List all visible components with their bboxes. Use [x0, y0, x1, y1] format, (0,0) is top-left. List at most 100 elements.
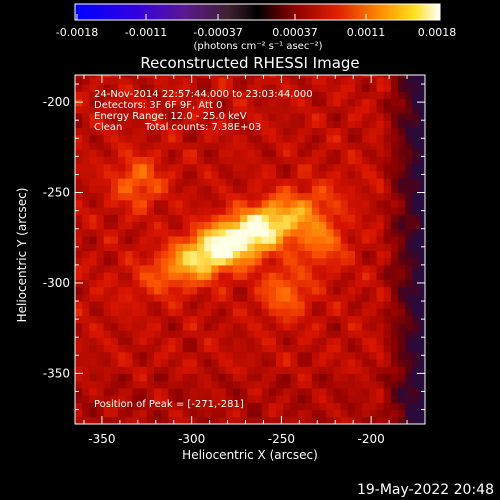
heatmap-cell [240, 84, 248, 92]
heatmap-cell [168, 76, 177, 85]
heatmap-cell [82, 185, 90, 194]
heatmap-cell [369, 301, 378, 309]
heatmap-cell [311, 366, 320, 374]
heatmap-cell [161, 330, 169, 338]
heatmap-cell [419, 308, 425, 317]
heatmap-cell [247, 409, 256, 418]
heatmap-cell [311, 199, 320, 208]
heatmap-cell [154, 149, 162, 157]
heatmap-cell [225, 228, 234, 237]
heatmap-cell [376, 75, 385, 78]
heatmap-cell [211, 351, 220, 360]
heatmap-cell [225, 272, 234, 280]
heatmap-cell [362, 170, 370, 179]
heatmap-cell [383, 286, 392, 295]
heatmap-cell [204, 113, 212, 121]
heatmap-cell [110, 373, 119, 382]
heatmap-cell [182, 366, 191, 374]
heatmap-cell [362, 76, 370, 85]
heatmap-cell [125, 207, 134, 215]
heatmap-cell [268, 228, 277, 237]
heatmap-cell [290, 293, 299, 302]
heatmap-cell [218, 286, 227, 295]
heatmap-cell [347, 257, 356, 266]
heatmap-cell [189, 250, 198, 259]
heatmap-cell [254, 156, 263, 165]
heatmap-cell [182, 286, 191, 295]
heatmap-cell [232, 409, 241, 418]
heatmap-cell [197, 322, 205, 331]
heatmap-cell [175, 243, 184, 252]
heatmap-cell [197, 272, 205, 280]
x-tick-label: -350 [88, 432, 115, 446]
heatmap-cell [225, 344, 234, 353]
heatmap-cell [276, 91, 284, 100]
heatmap-cell [175, 409, 184, 418]
heatmap-cell [75, 358, 83, 367]
heatmap-cell [283, 301, 291, 309]
heatmap-cell [175, 308, 184, 317]
heatmap-cell [333, 344, 342, 353]
heatmap-cell [154, 330, 162, 338]
heatmap-cell [89, 134, 98, 143]
heatmap-cell [290, 149, 299, 157]
heatmap-cell [268, 409, 277, 418]
heatmap-cell [125, 134, 134, 143]
heatmap-cell [168, 221, 177, 230]
heatmap-cell [232, 264, 241, 273]
heatmap-cell [132, 322, 141, 331]
heatmap-cell [82, 127, 90, 136]
heatmap-cell [333, 149, 342, 157]
heatmap-cell [125, 98, 134, 107]
heatmap-cell [390, 91, 399, 100]
heatmap-cell [319, 178, 327, 186]
heatmap-cell [204, 178, 212, 186]
y-axis-label: Heliocentric Y (arcsec) [15, 188, 29, 323]
heatmap-cell [118, 170, 126, 179]
heatmap-cell [398, 75, 406, 78]
heatmap-cell [347, 235, 356, 244]
heatmap-cell [161, 134, 169, 143]
heatmap-cell [326, 134, 335, 143]
heatmap-cell [268, 221, 277, 230]
heatmap-cell [89, 395, 98, 403]
heatmap-cell [139, 141, 148, 150]
heatmap-cell [326, 235, 335, 244]
heatmap-cell [283, 134, 291, 143]
heatmap-cell [254, 149, 263, 157]
heatmap-cell [204, 301, 212, 309]
heatmap-cell [225, 192, 234, 201]
heatmap-cell [283, 221, 291, 230]
heatmap-cell [82, 402, 90, 411]
heatmap-cell [383, 315, 392, 324]
heatmap-cell [297, 257, 306, 266]
heatmap-cell [290, 279, 299, 288]
heatmap-cell [240, 330, 248, 338]
heatmap-cell [398, 351, 406, 360]
heatmap-cell [247, 207, 256, 215]
heatmap-cell [311, 214, 320, 223]
heatmap-cell [261, 141, 270, 150]
heatmap-cell [261, 409, 270, 418]
heatmap-cell [268, 358, 277, 367]
heatmap-cell [276, 337, 284, 346]
heatmap-cell [154, 243, 162, 252]
heatmap-cell [290, 373, 299, 382]
heatmap-cell [211, 279, 220, 288]
heatmap-cell [161, 75, 169, 78]
heatmap-cell [390, 84, 399, 92]
heatmap-cell [261, 235, 270, 244]
heatmap-cell [175, 113, 184, 121]
heatmap-cell [333, 308, 342, 317]
heatmap-cell [82, 315, 90, 324]
heatmap-cell [146, 337, 155, 346]
heatmap-cell [89, 221, 98, 230]
heatmap-cell [168, 358, 177, 367]
heatmap-cell [297, 344, 306, 353]
heatmap-cell [168, 380, 177, 389]
heatmap-cell [89, 402, 98, 411]
heatmap-cell [398, 76, 406, 85]
heatmap-cell [333, 279, 342, 288]
heatmap-cell [146, 98, 155, 107]
heatmap-cell [110, 395, 119, 403]
